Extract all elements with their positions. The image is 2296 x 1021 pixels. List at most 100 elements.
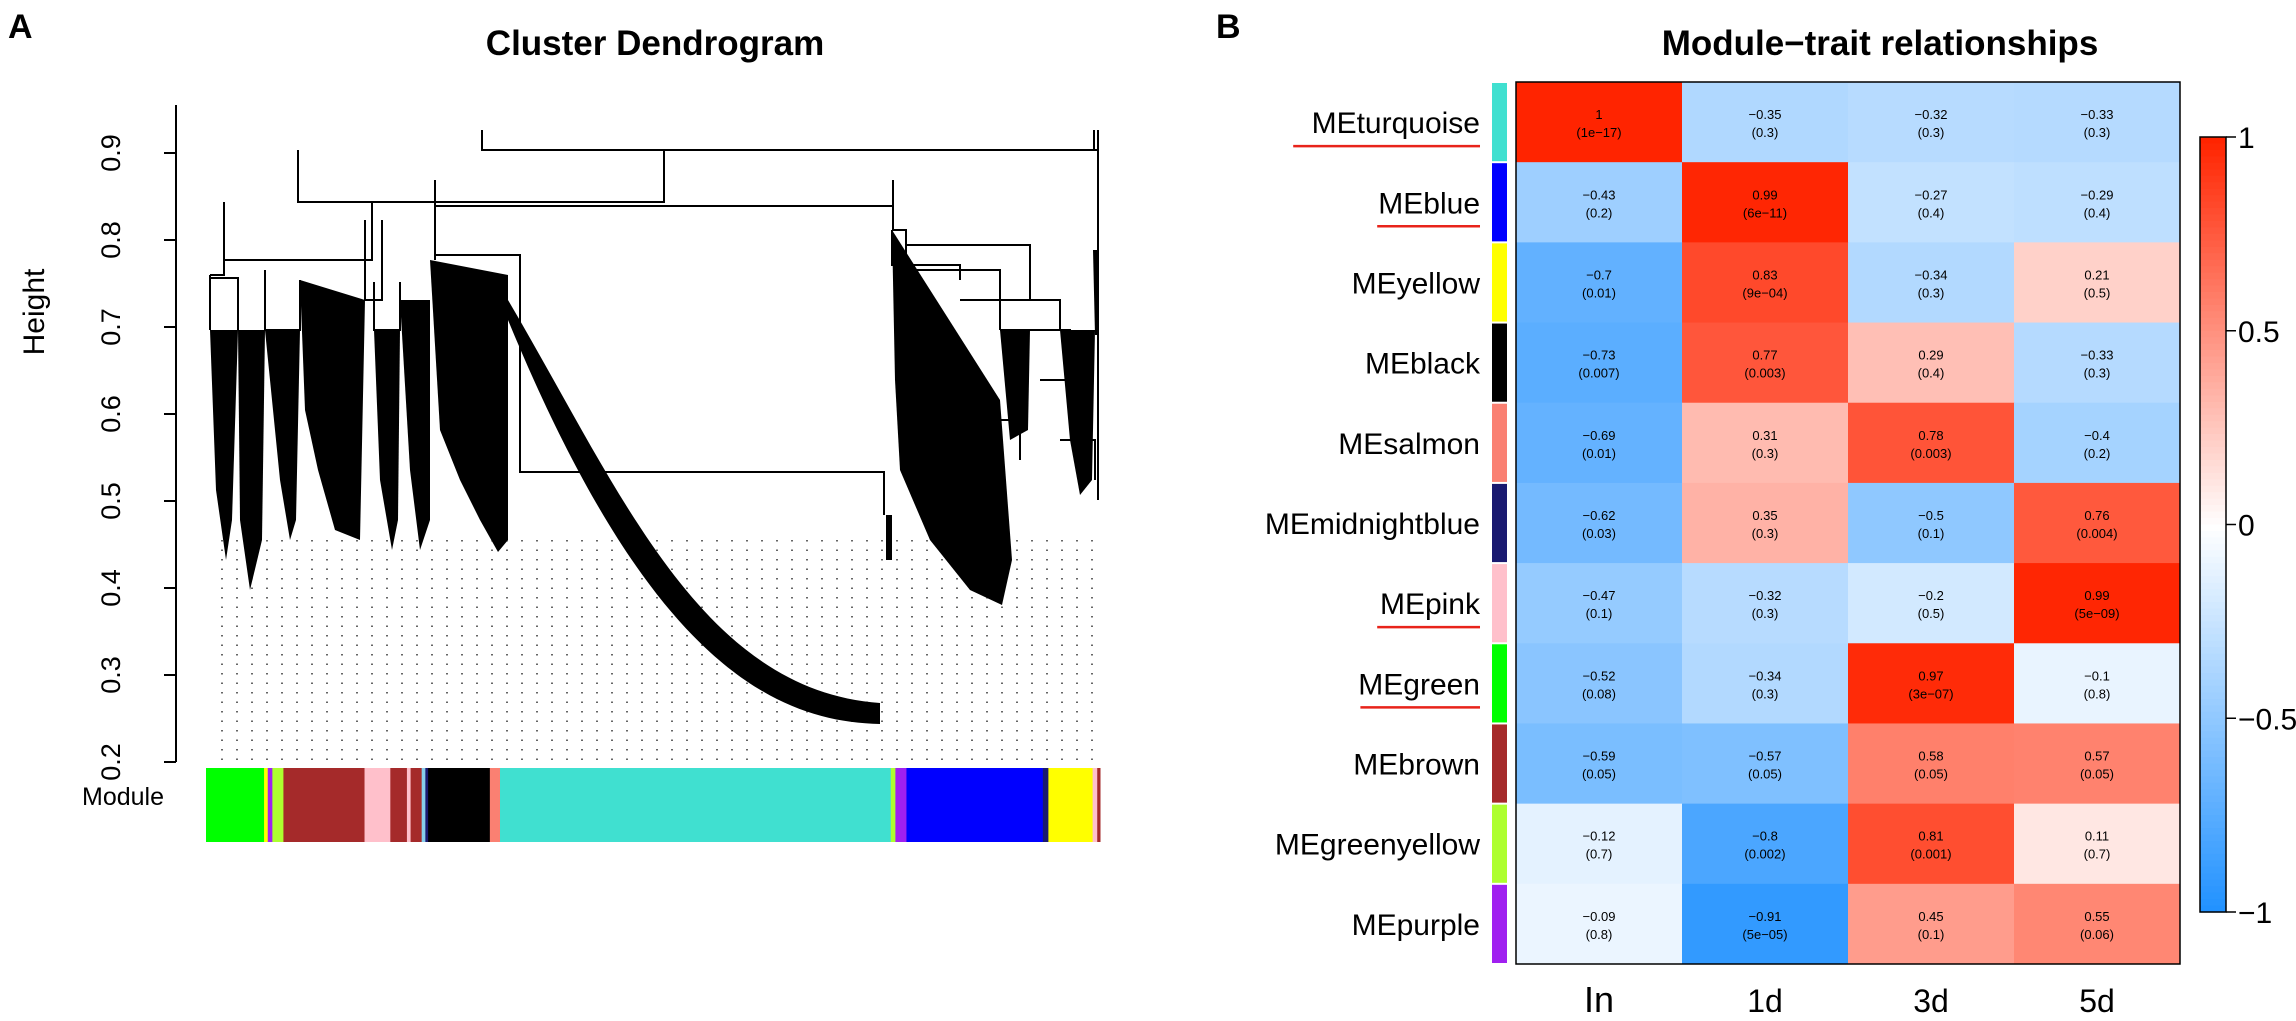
dendrogram-y-label: Height bbox=[18, 268, 51, 355]
module-color-segment bbox=[425, 768, 429, 842]
cell-correlation-label: −0.62 bbox=[1583, 508, 1616, 523]
legend-gradient-step bbox=[2200, 711, 2226, 719]
legend-gradient-step bbox=[2200, 886, 2226, 894]
cell-correlation-label: 0.99 bbox=[2084, 588, 2109, 603]
cell-correlation-label: 0.76 bbox=[2084, 508, 2109, 523]
heatmap-cell bbox=[1516, 162, 1683, 243]
heatmap-title: Module−trait relationships bbox=[1662, 24, 2099, 63]
heatmap-cell bbox=[1682, 883, 1849, 965]
module-label: Module bbox=[82, 783, 164, 811]
legend-gradient-step bbox=[2200, 802, 2226, 810]
legend-gradient-step bbox=[2200, 149, 2226, 157]
legend-gradient-step bbox=[2200, 563, 2226, 571]
module-color-segment bbox=[906, 768, 1044, 842]
heatmap-cell bbox=[2014, 482, 2181, 564]
cell-pvalue-label: (0.06) bbox=[2080, 927, 2114, 942]
legend-gradient-step bbox=[2200, 434, 2226, 442]
legend-gradient-step bbox=[2200, 556, 2226, 564]
legend-gradient-step bbox=[2200, 640, 2226, 648]
cell-pvalue-label: (6e−11) bbox=[1743, 205, 1787, 220]
row-color-swatch bbox=[1492, 403, 1507, 482]
cell-correlation-label: −0.32 bbox=[1915, 107, 1948, 122]
cell-correlation-label: 0.35 bbox=[1752, 508, 1777, 523]
heatmap-cell bbox=[1516, 883, 1683, 965]
legend-gradient-step bbox=[2200, 892, 2226, 900]
legend-gradient-step bbox=[2200, 169, 2226, 177]
legend-tick-label: 0.5 bbox=[2238, 316, 2280, 349]
legend-gradient-step bbox=[2200, 879, 2226, 887]
cell-correlation-label: −0.35 bbox=[1749, 107, 1782, 122]
cell-pvalue-label: (0.3) bbox=[1752, 526, 1779, 541]
legend-gradient-step bbox=[2200, 292, 2226, 300]
cell-correlation-label: −0.2 bbox=[1918, 588, 1944, 603]
module-color-segment bbox=[428, 768, 491, 842]
heatmap-cell bbox=[1516, 402, 1683, 484]
module-color-segment bbox=[410, 768, 423, 842]
legend-gradient-step bbox=[2200, 143, 2226, 151]
cell-pvalue-label: (0.2) bbox=[2084, 446, 2111, 461]
heatmap-cell bbox=[1516, 482, 1683, 564]
heatmap-cell bbox=[2014, 242, 2181, 324]
legend-gradient-step bbox=[2200, 285, 2226, 293]
legend-gradient-step bbox=[2200, 466, 2226, 474]
dendrogram-title: Cluster Dendrogram bbox=[486, 24, 824, 63]
heatmap-cell bbox=[1682, 563, 1849, 644]
heatmap-cell bbox=[2014, 82, 2181, 163]
y-tick-label: 0.5 bbox=[96, 482, 126, 520]
cell-pvalue-label: (0.1) bbox=[1918, 526, 1945, 541]
heatmap-cell bbox=[1516, 723, 1683, 805]
legend-gradient-step bbox=[2200, 840, 2226, 849]
legend-gradient-step bbox=[2200, 201, 2226, 209]
legend-gradient-step bbox=[2200, 375, 2226, 384]
y-tick-label: 0.3 bbox=[96, 656, 126, 694]
heatmap-cell bbox=[1682, 242, 1849, 324]
legend-gradient-step bbox=[2200, 317, 2226, 325]
row-label: MEblack bbox=[1365, 348, 1481, 381]
legend-gradient-step bbox=[2200, 731, 2226, 739]
heatmap-cell bbox=[1516, 242, 1683, 324]
heatmap-cell bbox=[2014, 723, 2181, 805]
cell-pvalue-label: (0.3) bbox=[1918, 125, 1945, 140]
legend-gradient-step bbox=[2200, 905, 2226, 913]
legend-gradient-step bbox=[2200, 782, 2226, 790]
legend-gradient-step bbox=[2200, 821, 2226, 829]
legend-gradient-step bbox=[2200, 498, 2226, 506]
row-color-swatch bbox=[1492, 483, 1507, 563]
legend-gradient-step bbox=[2200, 440, 2226, 448]
legend-gradient-step bbox=[2200, 472, 2226, 480]
legend-gradient-step bbox=[2200, 744, 2226, 752]
cell-pvalue-label: (0.05) bbox=[1748, 767, 1782, 782]
legend-gradient-step bbox=[2200, 860, 2226, 868]
row-color-swatch bbox=[1492, 243, 1507, 322]
module-color-strip bbox=[206, 768, 1101, 842]
heatmap-cell bbox=[1848, 242, 2015, 324]
row-label: MEgreenyellow bbox=[1275, 829, 1480, 862]
cell-correlation-label: 0.11 bbox=[2085, 829, 2109, 844]
legend-gradient-step bbox=[2200, 272, 2226, 280]
legend-gradient-step bbox=[2200, 627, 2226, 635]
cell-correlation-label: 1 bbox=[1595, 107, 1602, 122]
row-color-swatch bbox=[1492, 323, 1507, 402]
legend-gradient-step bbox=[2200, 853, 2226, 861]
legend-gradient-step bbox=[2200, 660, 2226, 668]
cell-pvalue-label: (0.3) bbox=[1918, 285, 1945, 300]
heatmap-cell bbox=[1848, 482, 2015, 564]
module-color-segment bbox=[264, 768, 269, 842]
cell-pvalue-label: (0.03) bbox=[1582, 526, 1616, 541]
cell-correlation-label: −0.29 bbox=[2081, 187, 2114, 202]
cell-pvalue-label: (0.3) bbox=[2084, 125, 2111, 140]
legend-gradient-step bbox=[2200, 679, 2226, 687]
heatmap-cell bbox=[1682, 643, 1849, 724]
heatmap-cell bbox=[1848, 402, 2015, 484]
column-label: 5d bbox=[2079, 983, 2115, 1019]
legend-gradient-step bbox=[2200, 485, 2226, 493]
legend-tick-label: −0.5 bbox=[2238, 703, 2296, 736]
legend-gradient-step bbox=[2200, 834, 2226, 842]
legend-gradient-step bbox=[2200, 737, 2226, 745]
module-color-segment bbox=[206, 768, 265, 842]
legend-gradient-step bbox=[2200, 395, 2226, 403]
module-color-segment bbox=[489, 768, 501, 842]
legend-gradient-step bbox=[2200, 401, 2226, 409]
legend-gradient-step bbox=[2200, 233, 2226, 241]
legend-gradient-step bbox=[2200, 427, 2226, 435]
